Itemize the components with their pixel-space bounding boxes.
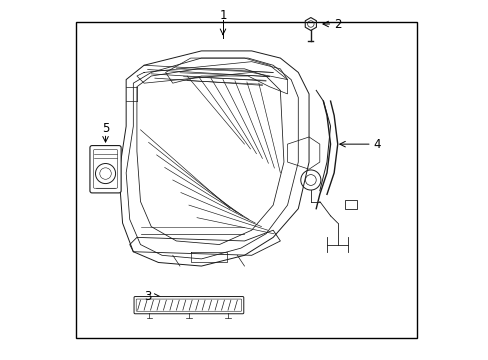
Text: 2: 2 (333, 18, 341, 31)
FancyBboxPatch shape (134, 297, 244, 314)
FancyBboxPatch shape (93, 149, 117, 188)
Text: 3: 3 (143, 290, 151, 303)
Text: 4: 4 (373, 138, 380, 150)
Text: 1: 1 (219, 9, 226, 22)
FancyBboxPatch shape (90, 145, 121, 193)
Bar (76, 22, 416, 338)
Bar (344, 200, 357, 209)
Text: 5: 5 (102, 122, 109, 135)
FancyBboxPatch shape (136, 299, 241, 311)
